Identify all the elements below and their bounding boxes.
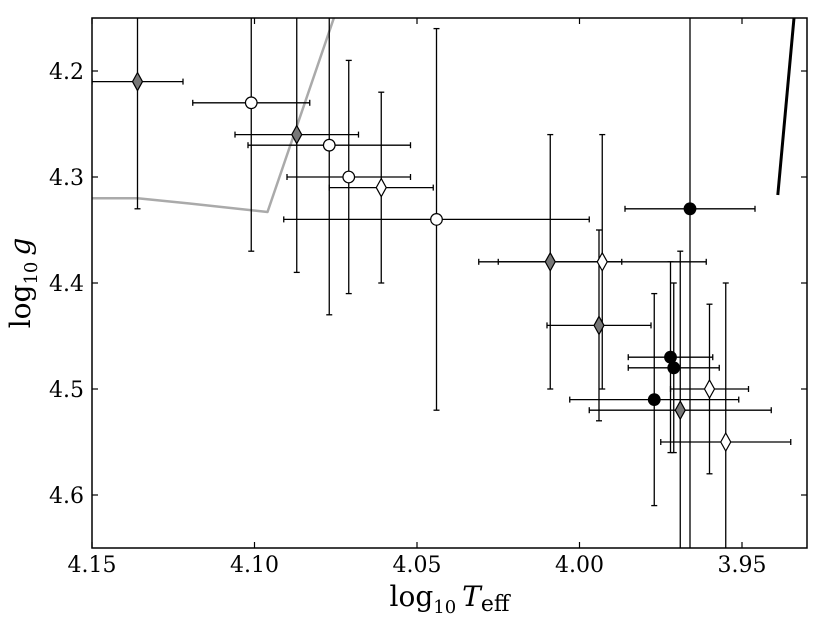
model-line-2: [776, 18, 796, 196]
data-point-s1-p4: [430, 212, 443, 226]
y-tick-label-5: 4.6: [49, 484, 84, 509]
x-axis-label-var: T: [462, 580, 483, 613]
x-axis-label: log10 Teff: [390, 580, 511, 618]
data-point-s4-p2: [664, 350, 677, 364]
x-axis-label-sub: 10: [433, 597, 456, 618]
data-point-s1-p3: [342, 170, 356, 184]
x-axis-label-base: log: [390, 580, 434, 613]
data-point-s1-p1: [244, 96, 258, 110]
y-tick-label-3: 4.4: [49, 272, 84, 297]
data-point-s2-p5: [674, 399, 686, 421]
error-bar-s1-p1: [192, 18, 311, 252]
data-point-s2-p3: [544, 251, 556, 273]
data-point-s4-p1: [683, 202, 697, 216]
data-point-s2-p1: [131, 71, 144, 92]
data-point-s3-p1: [375, 177, 387, 198]
x-axis-label-varsub: eff: [481, 592, 511, 617]
data-point-s4-p4: [647, 393, 661, 407]
data-point-s2-p4: [593, 315, 605, 336]
model-lines-layer: [92, 18, 796, 214]
y-tick-label-4: 4.5: [49, 378, 84, 403]
error-bars-layer: [92, 18, 792, 548]
y-axis-label-sub: 10: [21, 262, 42, 285]
model-line-1: [92, 18, 336, 214]
data-point-s3-p4: [720, 431, 732, 453]
error-bar-s1-p2: [247, 18, 412, 316]
x-tick-label-2: 4.10: [230, 553, 279, 578]
y-axis-label: log10 g: [4, 238, 42, 329]
x-tick-label-3: 4.05: [393, 553, 442, 578]
x-tick-label-4: 4.00: [555, 553, 604, 578]
data-point-s2-p2: [291, 124, 303, 145]
y-ticks-layer: 4.2 4.3 4.4 4.5 4.6: [49, 60, 807, 509]
data-point-s3-p2: [596, 251, 608, 273]
markers-layer: [131, 71, 732, 453]
y-axis-label-base: log: [4, 284, 37, 328]
plot-area-frame: [91, 17, 808, 549]
x-tick-label-5: 3.95: [718, 553, 767, 578]
data-point-s3-p3: [703, 378, 716, 400]
data-point-s4-p3: [667, 361, 681, 375]
y-tick-label-1: 4.2: [49, 60, 84, 85]
error-bar-s2-p1: [92, 18, 184, 210]
y-axis-label-var: g: [4, 238, 37, 256]
data-point-s1-p2: [322, 138, 336, 152]
x-ticks-layer: 4.15 4.10 4.05 4.00 3.95: [68, 18, 767, 578]
error-bar-s4-p1: [624, 18, 756, 548]
y-tick-label-2: 4.3: [49, 166, 84, 191]
x-tick-label-1: 4.15: [68, 553, 117, 578]
